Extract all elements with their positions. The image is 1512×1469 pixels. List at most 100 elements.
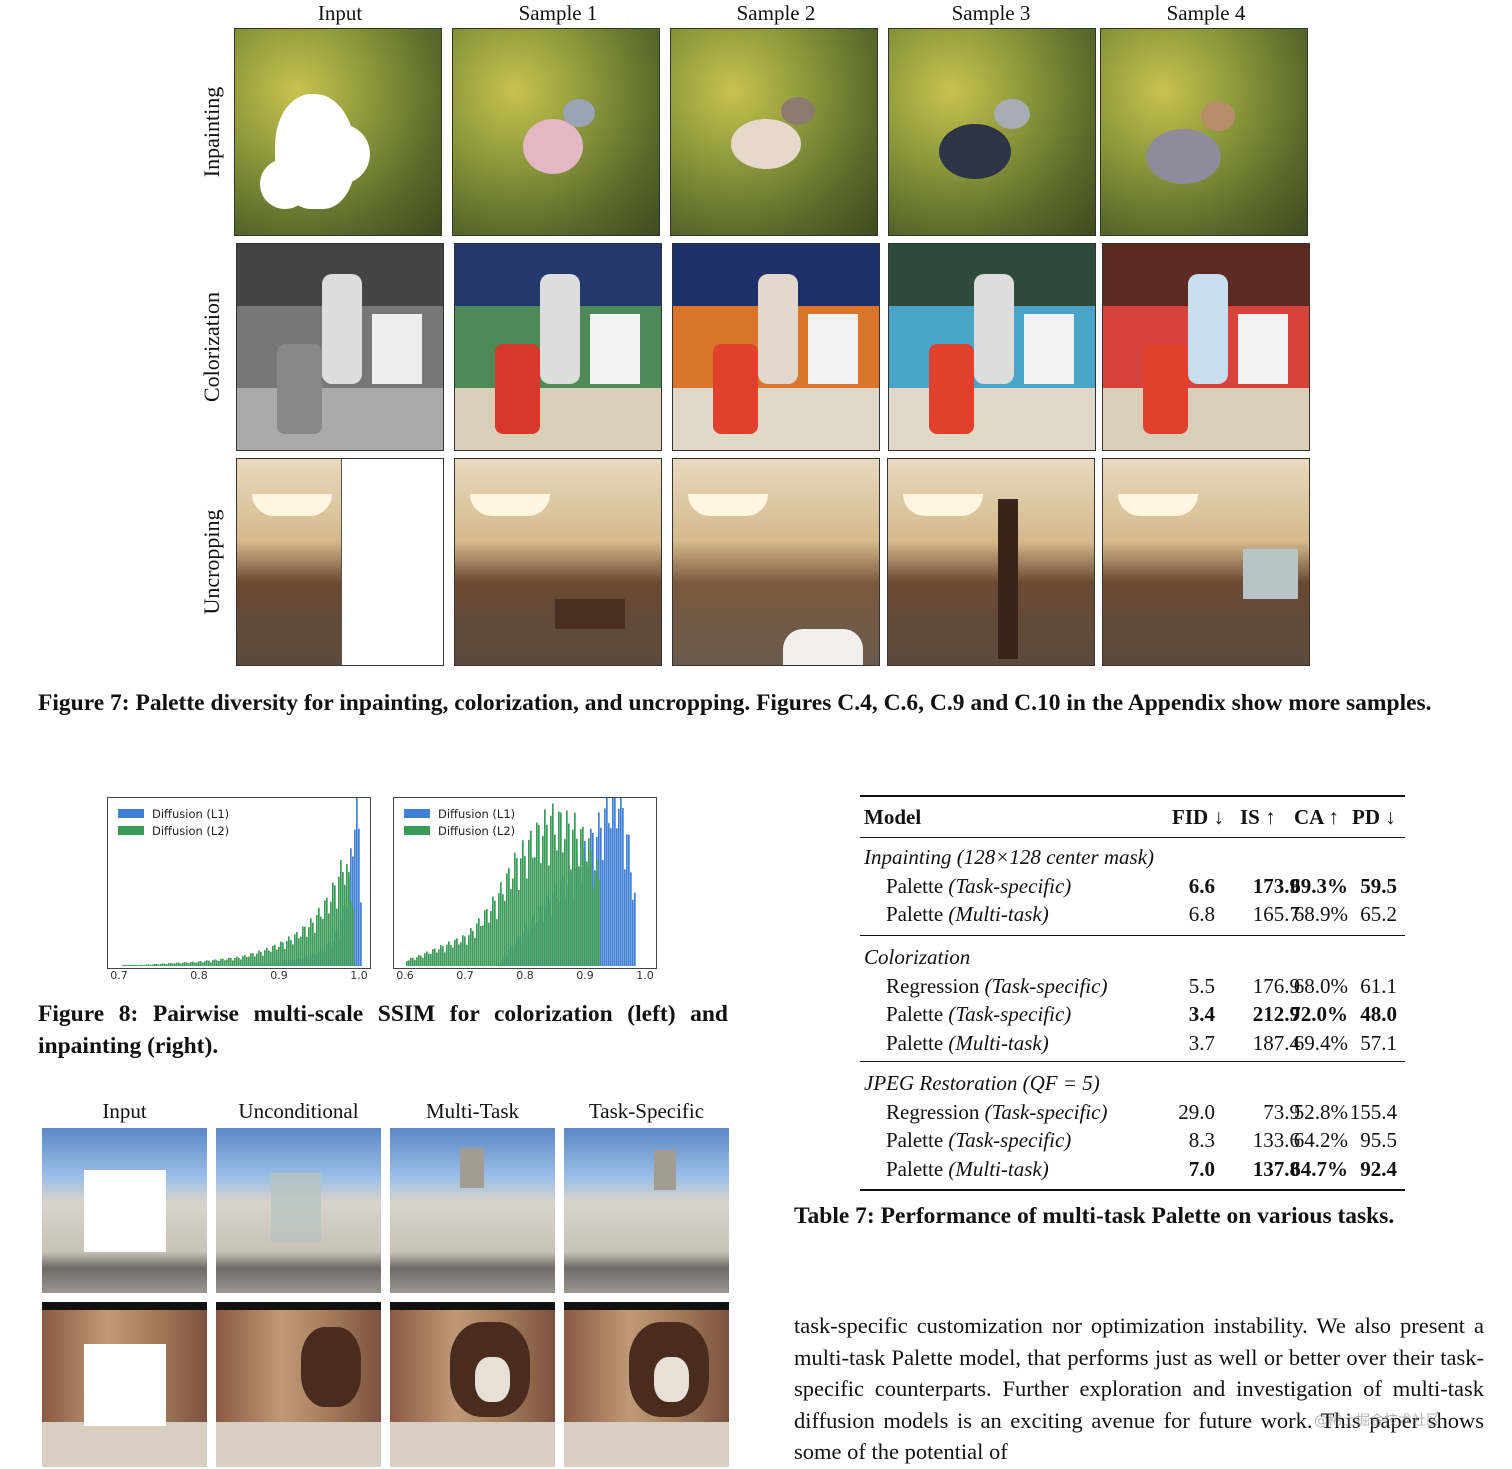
histogram-bar — [200, 961, 202, 966]
histogram-bar — [242, 956, 244, 966]
histogram-bar — [344, 884, 346, 966]
table-cell-fid: 7.0 — [1188, 1156, 1215, 1181]
histogram-bar — [248, 956, 250, 966]
histogram-bar — [576, 838, 578, 966]
histogram-bar — [572, 829, 574, 966]
figure-8-caption: Figure 8: Pairwise multi-scale SSIM for … — [38, 1001, 728, 1059]
histogram-bar — [544, 809, 546, 966]
table-row-model: Regression (Task-specific) — [886, 1098, 1107, 1126]
histogram-bar — [274, 944, 276, 966]
histogram-bar — [600, 827, 602, 966]
fig9-dog-multitask-image — [390, 1302, 555, 1467]
table-7-caption: Table 7: Performance of multi-task Palet… — [794, 1203, 1395, 1229]
table-group-title: JPEG Restoration (QF = 5) — [864, 1071, 1100, 1095]
legend-l2-label: Diffusion (L2) — [152, 823, 230, 838]
table-cell-ca: 72.0% — [1290, 1002, 1348, 1026]
histogram-bar — [548, 865, 550, 966]
legend-l1-label: Diffusion (L1) — [438, 806, 516, 821]
histogram-bar — [212, 960, 214, 966]
histogram-bar — [132, 965, 134, 966]
uncrop-mask — [341, 459, 443, 665]
histogram-bar — [508, 868, 510, 966]
histogram-bar — [290, 939, 292, 966]
histogram-bar — [304, 926, 306, 966]
histogram-bar — [228, 957, 230, 966]
table-cell-pd: 155.4 — [1349, 1099, 1397, 1124]
histogram-bar — [232, 960, 234, 966]
histogram-bar — [634, 892, 636, 966]
histogram-bar — [222, 958, 224, 966]
histogram-bar — [534, 857, 536, 966]
histogram-bar — [338, 876, 340, 966]
histogram-bar — [314, 932, 316, 966]
x-tick: 1.0 — [350, 969, 368, 982]
histogram-bar — [202, 962, 204, 966]
histogram-bar — [510, 889, 512, 966]
histogram-bar — [458, 944, 460, 966]
histogram-bar — [584, 860, 586, 966]
table-row-model: Palette (Task-specific) — [886, 1000, 1071, 1028]
histogram-bar — [434, 948, 436, 966]
histogram-bar — [618, 808, 620, 966]
center-mask — [84, 1344, 166, 1426]
histogram-bar — [306, 936, 308, 966]
fig7-inpaint-sample3-image — [888, 28, 1096, 236]
histogram-bar — [210, 962, 212, 966]
histogram-bar — [282, 942, 284, 966]
histogram-bar — [292, 944, 294, 966]
figure-7-caption: Figure 7: Palette diversity for inpainti… — [38, 690, 1432, 716]
histogram-bar — [438, 949, 440, 966]
ssim-inpainting-chart: Diffusion (L1) Diffusion (L2) — [393, 780, 657, 969]
x-tick: 0.7 — [456, 969, 474, 982]
histogram-bar — [608, 823, 610, 966]
histogram-bar — [518, 889, 520, 966]
fig7-inpaint-input-image — [234, 28, 442, 236]
histogram-bar — [348, 871, 350, 966]
histogram-bar — [530, 830, 532, 966]
ssim-inpainting-plot — [406, 780, 636, 966]
x-tick: 0.7 — [110, 969, 128, 982]
fig7-color-input-image — [236, 243, 444, 451]
histogram-bar — [318, 907, 320, 966]
histogram-bar — [456, 938, 458, 966]
histogram-bar — [336, 908, 338, 966]
col-header-fid: FID ↓ — [1172, 805, 1224, 829]
fig7-row-inpainting: Inpainting — [199, 86, 224, 178]
table-cell-pd: 59.5 — [1360, 873, 1397, 898]
histogram-bar — [580, 829, 582, 966]
histogram-bar — [540, 863, 542, 966]
fig7-uncrop-sample1-image — [454, 458, 662, 666]
histogram-bar — [560, 812, 562, 966]
histogram-bar — [298, 938, 300, 966]
histogram-bar — [502, 894, 504, 966]
histogram-bar — [536, 822, 538, 966]
histogram-bar — [206, 960, 208, 966]
histogram-bar — [538, 824, 540, 966]
histogram-bar — [260, 951, 262, 966]
histogram-bar — [276, 949, 278, 966]
histogram-bar — [178, 962, 180, 966]
model-variant: (Task-specific) — [984, 973, 1108, 998]
fig7-inpaint-sample2-image — [670, 28, 878, 236]
fig9-building-unconditional-image — [216, 1128, 381, 1293]
chart1-x-axis: 0.7 0.8 0.9 1.0 — [107, 969, 371, 985]
chart2-x-axis: 0.6 0.7 0.8 0.9 1.0 — [393, 969, 657, 985]
histogram-bar — [406, 961, 408, 966]
histogram-bar — [590, 849, 592, 966]
table-cell-fid: 5.5 — [1188, 973, 1215, 998]
histogram-bar — [562, 852, 564, 966]
table-cell-ca: 64.7% — [1290, 1156, 1348, 1181]
histogram-bar — [234, 957, 236, 966]
col-header-is: IS ↑ — [1240, 805, 1276, 829]
table-cell-is: 212.9 — [1252, 1002, 1300, 1026]
histogram-bar — [440, 945, 442, 966]
col-header-ca: CA ↑ — [1294, 805, 1339, 829]
model-name: Palette — [886, 873, 944, 898]
histogram-bar — [594, 871, 596, 966]
histogram-bar — [268, 950, 270, 966]
histogram-bar — [454, 939, 456, 966]
histogram-bar — [604, 808, 606, 966]
histogram-bar — [526, 878, 528, 966]
chart2-legend: Diffusion (L1) Diffusion (L2) — [404, 805, 515, 839]
histogram-bar — [554, 834, 556, 966]
